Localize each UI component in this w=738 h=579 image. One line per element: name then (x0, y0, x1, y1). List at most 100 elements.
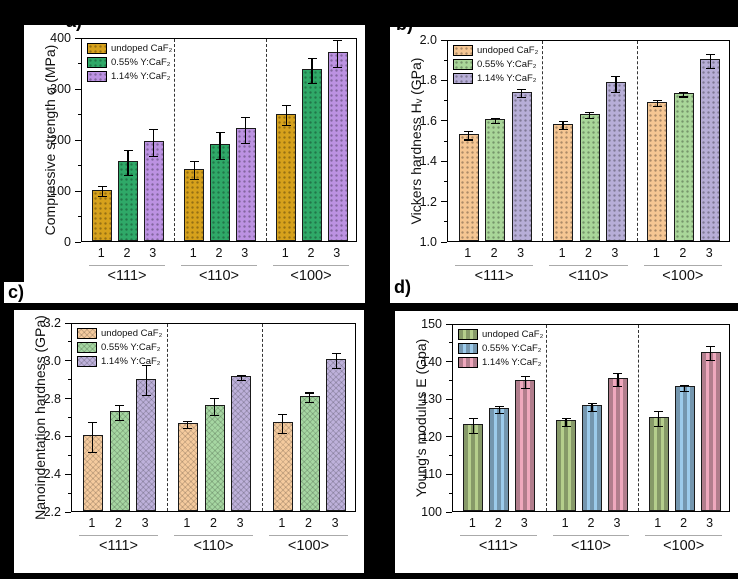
legend-swatch (458, 343, 478, 354)
bar (184, 168, 205, 241)
panel-label-d: d) (390, 277, 430, 299)
bar (674, 386, 695, 511)
bar (92, 189, 113, 241)
bar-tick-label: 2 (680, 516, 688, 530)
legend: undoped CaF₂ 0.55% Y:CaF₂ 1.14% Y:CaF₂ (77, 328, 162, 370)
chart-panel-d: Young's modulus E (Gpa) undoped CaF₂ 0.55%… (395, 311, 738, 573)
error-bar-cap (468, 432, 478, 434)
error-bar-cap (149, 128, 159, 130)
bar (647, 101, 668, 241)
bar (489, 407, 510, 511)
y-tick-label: 110 (422, 467, 442, 482)
error-bar-cap (520, 387, 530, 389)
error-bar-cap (494, 413, 504, 415)
legend-item: 0.55% Y:CaF₂ (458, 343, 543, 354)
error-bar (219, 132, 221, 160)
bar-tick-label: 1 (468, 516, 476, 530)
legend-item: 0.55% Y:CaF₂ (453, 59, 538, 70)
bar (579, 113, 600, 241)
bar (109, 410, 130, 511)
error-bar (335, 353, 337, 369)
legend-swatch (458, 329, 478, 340)
plot-area: undoped CaF₂ 0.55% Y:CaF₂ 1.14% Y:CaF₂ (447, 40, 730, 242)
group-label: <111> (107, 268, 147, 284)
error-bar-cap (490, 122, 500, 124)
bar-tick-label: 1 (464, 246, 472, 260)
error-bar (709, 54, 711, 69)
error-bar (308, 392, 311, 403)
group-separator (545, 325, 547, 511)
legend-item: 1.14% Y:CaF₂ (453, 73, 538, 84)
error-bar (468, 131, 470, 140)
y-minor-tick (67, 454, 71, 456)
y-minor-tick (443, 140, 447, 142)
error-bar-cap (307, 82, 317, 84)
bar-tick-label: 3 (141, 516, 149, 530)
bar-tick-label: 1 (278, 516, 286, 530)
error-bar-cap (652, 100, 662, 102)
legend-item: 1.14% Y:CaF₂ (77, 356, 162, 367)
error-bar (145, 365, 147, 396)
group-separator (262, 324, 263, 511)
y-tick (65, 360, 71, 362)
error-bar-cap (494, 405, 504, 407)
bar-tick-label: 2 (305, 516, 312, 530)
error-bar-cap (307, 58, 317, 60)
error-bar (710, 346, 712, 361)
plot-area: undoped CaF₂ 0.55% Y:CaF₂ 1.14% Y:CaF₂ (452, 324, 730, 512)
y-tick-label: 1.4 (419, 154, 437, 169)
legend-swatch (77, 356, 97, 367)
error-bar-cap (611, 75, 621, 77)
error-bar-cap (468, 417, 478, 419)
y-tick (446, 398, 452, 400)
y-tick (441, 39, 447, 41)
legend-item: 1.14% Y:CaF₂ (87, 71, 172, 82)
panel-label-c: c) (4, 282, 40, 303)
legend-label: 1.14% Y:CaF₂ (111, 71, 171, 82)
bar-tick-label: 3 (236, 516, 244, 530)
bar (276, 113, 297, 241)
error-bar-cap (236, 374, 246, 376)
y-tick (446, 473, 452, 476)
y-tick-label: 130 (421, 392, 442, 407)
legend-label: 1.14% Y:CaF₂ (482, 357, 542, 368)
legend-swatch (87, 57, 107, 68)
chart-panel-c: Nanoindentation hardness (GPa) undoped Ca… (14, 310, 364, 573)
legend-item: undoped CaF₂ (453, 45, 538, 56)
error-bar-cap (278, 433, 288, 435)
group-label: <110> (568, 268, 609, 284)
group-underline (273, 265, 349, 266)
error-bar-cap (558, 129, 568, 131)
error-bar (311, 58, 313, 84)
y-minor-tick (67, 379, 71, 381)
error-bar-cap (587, 403, 597, 405)
legend-label: 0.55% Y:CaF₂ (111, 57, 171, 68)
y-minor-tick (77, 114, 81, 115)
error-bar (498, 406, 500, 414)
group-underline (89, 265, 165, 266)
error-bar (92, 422, 94, 453)
panel-label-b: b) (396, 27, 413, 35)
error-bar (153, 129, 155, 157)
legend-label: 1.14% Y:CaF₂ (477, 73, 537, 84)
error-bar-cap (141, 365, 151, 367)
bar (515, 380, 536, 511)
error-bar-cap (331, 367, 341, 369)
legend-swatch (453, 73, 473, 84)
error-bar-cap (679, 91, 689, 93)
error-bar-cap (241, 116, 251, 118)
y-minor-tick (443, 180, 447, 182)
bar (463, 423, 484, 511)
bar (485, 118, 506, 241)
error-bar-cap (587, 410, 597, 412)
y-tick-label: 3.2 (43, 316, 61, 330)
y-tick (75, 190, 81, 192)
error-bar-cap (611, 92, 621, 94)
bar-tick-label: 1 (88, 516, 96, 530)
error-bar-cap (210, 398, 219, 400)
y-minor-tick (443, 100, 447, 102)
bar (136, 378, 157, 511)
error-bar-cap (613, 386, 623, 388)
y-tick (441, 201, 447, 203)
error-bar (588, 112, 591, 119)
